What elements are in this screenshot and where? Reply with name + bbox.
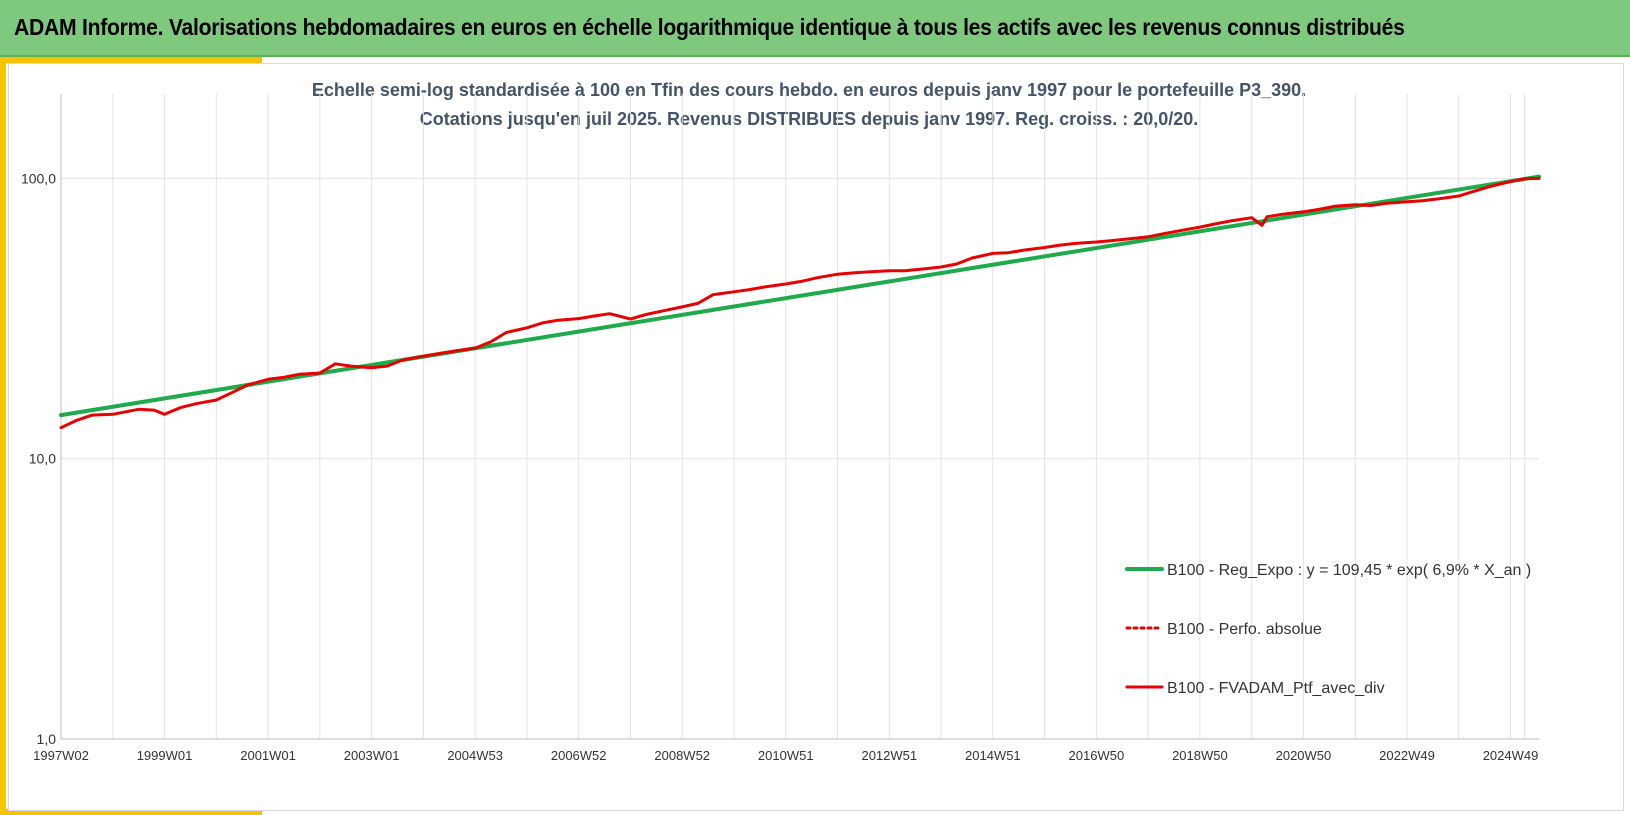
page-title: ADAM Informe. Valorisations hebdomadaire… [14, 14, 1405, 40]
header-bar: ADAM Informe. Valorisations hebdomadaire… [0, 0, 1630, 57]
x-tick-label: 2024W49 [1483, 748, 1539, 763]
accent-stripe-bottom [0, 809, 262, 815]
x-tick-label: 2010W51 [758, 748, 814, 763]
x-tick-label: 2018W50 [1172, 748, 1228, 763]
accent-stripe-top [0, 57, 262, 63]
x-tick-label: 2020W50 [1276, 748, 1332, 763]
series-line-2 [59, 176, 1541, 430]
legend-label-2: B100 - FVADAM_Ptf_avec_div [1167, 680, 1385, 697]
x-tick-label: 1997W02 [33, 748, 89, 763]
x-tick-label: 2006W52 [551, 748, 607, 763]
y-tick-label: 10,0 [29, 451, 56, 467]
x-tick-label: 2016W50 [1069, 748, 1125, 763]
gridlines [60, 94, 1539, 740]
chart-subtitle-line2: Cotations jusqu'en juil 2025. Revenus DI… [420, 109, 1199, 129]
x-tick-label: 2008W52 [654, 748, 710, 763]
legend: B100 - Reg_Expo : y = 109,45 * exp( 6,9%… [1125, 562, 1531, 697]
x-tick-label: 1999W01 [137, 748, 193, 763]
chart-area: Echelle semi-log standardisée à 100 en T… [8, 63, 1624, 811]
y-tick-label: 100,0 [21, 170, 56, 186]
accent-stripe-left [0, 57, 6, 815]
axes: 1997W02 1999W01 2001W01 2003W01 2004W53 2006W… [21, 94, 1539, 763]
x-tick-label: 2022W49 [1379, 748, 1435, 763]
x-tick-label: 2001W01 [240, 748, 296, 763]
chart-subtitle-line1: Echelle semi-log standardisée à 100 en T… [312, 80, 1306, 100]
series-lines [59, 174, 1541, 430]
chart-svg: Echelle semi-log standardisée à 100 en T… [21, 80, 1541, 763]
x-tick-label: 2004W53 [447, 748, 503, 763]
series-line-0 [59, 174, 1541, 418]
x-tick-label: 2003W01 [344, 748, 400, 763]
legend-label-1: B100 - Perfo. absolue [1167, 621, 1322, 638]
y-tick-label: 1,0 [37, 731, 57, 747]
x-tick-label: 2014W51 [965, 748, 1021, 763]
x-tick-label: 2012W51 [861, 748, 917, 763]
legend-label-0: B100 - Reg_Expo : y = 109,45 * exp( 6,9%… [1167, 562, 1531, 579]
